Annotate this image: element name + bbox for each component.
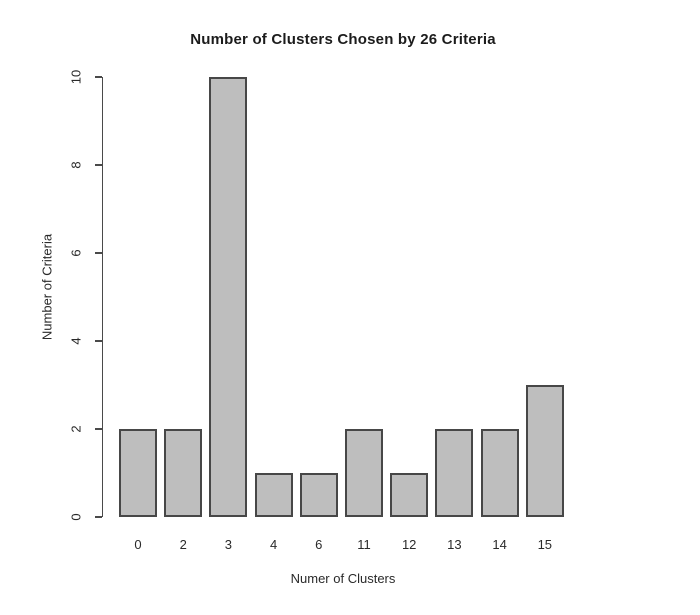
- x-tick-label: 14: [492, 537, 507, 552]
- bar-12: [390, 473, 429, 517]
- y-tick: [94, 252, 102, 254]
- bar-6: [299, 473, 338, 517]
- x-tick-label: 11: [357, 537, 371, 552]
- plot-area: 0 2 4 6 8 10 0 2 3 4 6 11 12 13 14 15: [69, 70, 583, 552]
- y-tick-label: 6: [68, 249, 84, 257]
- y-tick: [94, 164, 102, 166]
- y-tick-label: 10: [68, 69, 84, 85]
- y-axis-title: Number of Criteria: [39, 233, 55, 341]
- bar-14: [480, 429, 519, 517]
- y-tick-label: 4: [68, 337, 84, 345]
- x-axis-title: Numer of Clusters: [290, 571, 396, 586]
- bar-0: [119, 429, 157, 517]
- x-tick-label: 13: [447, 537, 462, 552]
- x-tick-label: 0: [134, 537, 142, 552]
- y-tick: [94, 340, 102, 342]
- bar-11: [345, 429, 383, 517]
- x-tick-label: 4: [269, 537, 278, 552]
- bar-2: [164, 429, 203, 517]
- y-tick-label: 2: [68, 425, 84, 433]
- bar-13: [435, 429, 474, 517]
- x-tick-label: 15: [537, 537, 553, 552]
- bar-3: [209, 77, 248, 517]
- y-tick-label: 0: [68, 513, 84, 521]
- x-tick-label: 6: [315, 537, 323, 552]
- y-axis-line: [101, 77, 103, 517]
- x-tick-label: 3: [224, 537, 232, 552]
- x-tick-label: 2: [179, 537, 187, 552]
- x-tick-label: 12: [401, 537, 417, 552]
- chart-title: Number of Clusters Chosen by 26 Criteria: [190, 31, 496, 48]
- y-tick: [94, 516, 102, 518]
- y-tick: [94, 76, 102, 78]
- y-tick: [94, 428, 102, 430]
- bar-4: [254, 473, 293, 517]
- bar-15: [525, 385, 564, 517]
- y-tick-label: 8: [68, 161, 84, 169]
